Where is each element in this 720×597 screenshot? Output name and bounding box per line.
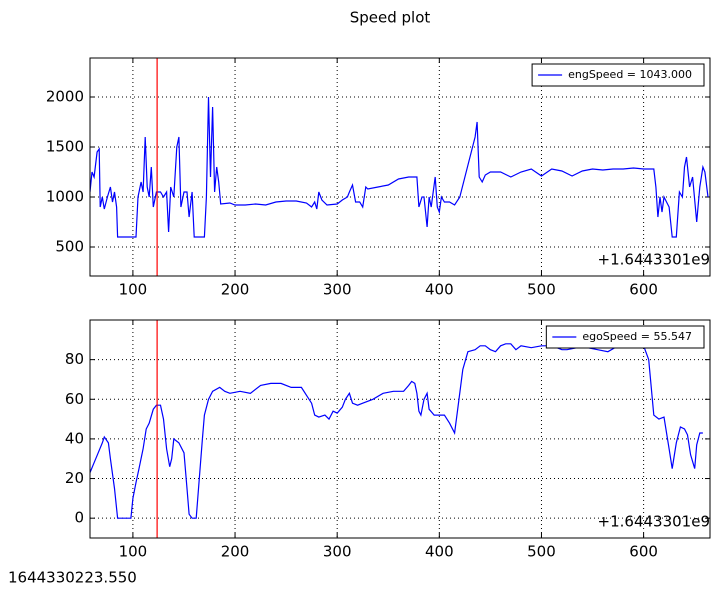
figure-title: Speed plot	[350, 9, 431, 27]
legend: egoSpeed = 55.547	[545, 325, 705, 349]
y-tick-label: 2000	[46, 88, 84, 106]
x-tick-label: 500	[527, 281, 556, 299]
data-line	[90, 343, 703, 519]
x-tick-label: 100	[119, 281, 148, 299]
legend-box	[531, 63, 705, 87]
footer-text: 1644330223.550	[8, 569, 137, 587]
data-line	[90, 96, 709, 238]
legend-box	[545, 325, 705, 349]
legend: engSpeed = 1043.000	[531, 63, 705, 87]
x-tick-label: 400	[425, 281, 454, 299]
x-tick-label: 300	[323, 543, 352, 561]
x-tick-label: 500	[527, 543, 556, 561]
y-tick-label: 1000	[46, 188, 84, 206]
y-tick-label: 0	[74, 509, 84, 527]
x-tick-label: 400	[425, 543, 454, 561]
y-tick-label: 80	[65, 350, 84, 368]
y-tick-label: 20	[65, 469, 84, 487]
x-tick-label: 200	[221, 543, 250, 561]
legend-label: egoSpeed = 55.547	[582, 330, 692, 343]
y-tick-label: 1500	[46, 138, 84, 156]
y-tick-label: 500	[55, 238, 84, 256]
x-tick-label: 100	[119, 543, 148, 561]
y-tick-label: 60	[65, 390, 84, 408]
y-tick-label: 40	[65, 429, 84, 447]
x-tick-label: 600	[629, 281, 658, 299]
axes-frame	[89, 57, 711, 277]
x-tick-label: 600	[629, 543, 658, 561]
axes-frame	[89, 319, 711, 539]
x-tick-label: 300	[323, 281, 352, 299]
offset-text: +1.6443301e9	[598, 513, 710, 531]
legend-label: engSpeed = 1043.000	[568, 68, 692, 81]
offset-text: +1.6443301e9	[598, 251, 710, 269]
x-tick-label: 200	[221, 281, 250, 299]
